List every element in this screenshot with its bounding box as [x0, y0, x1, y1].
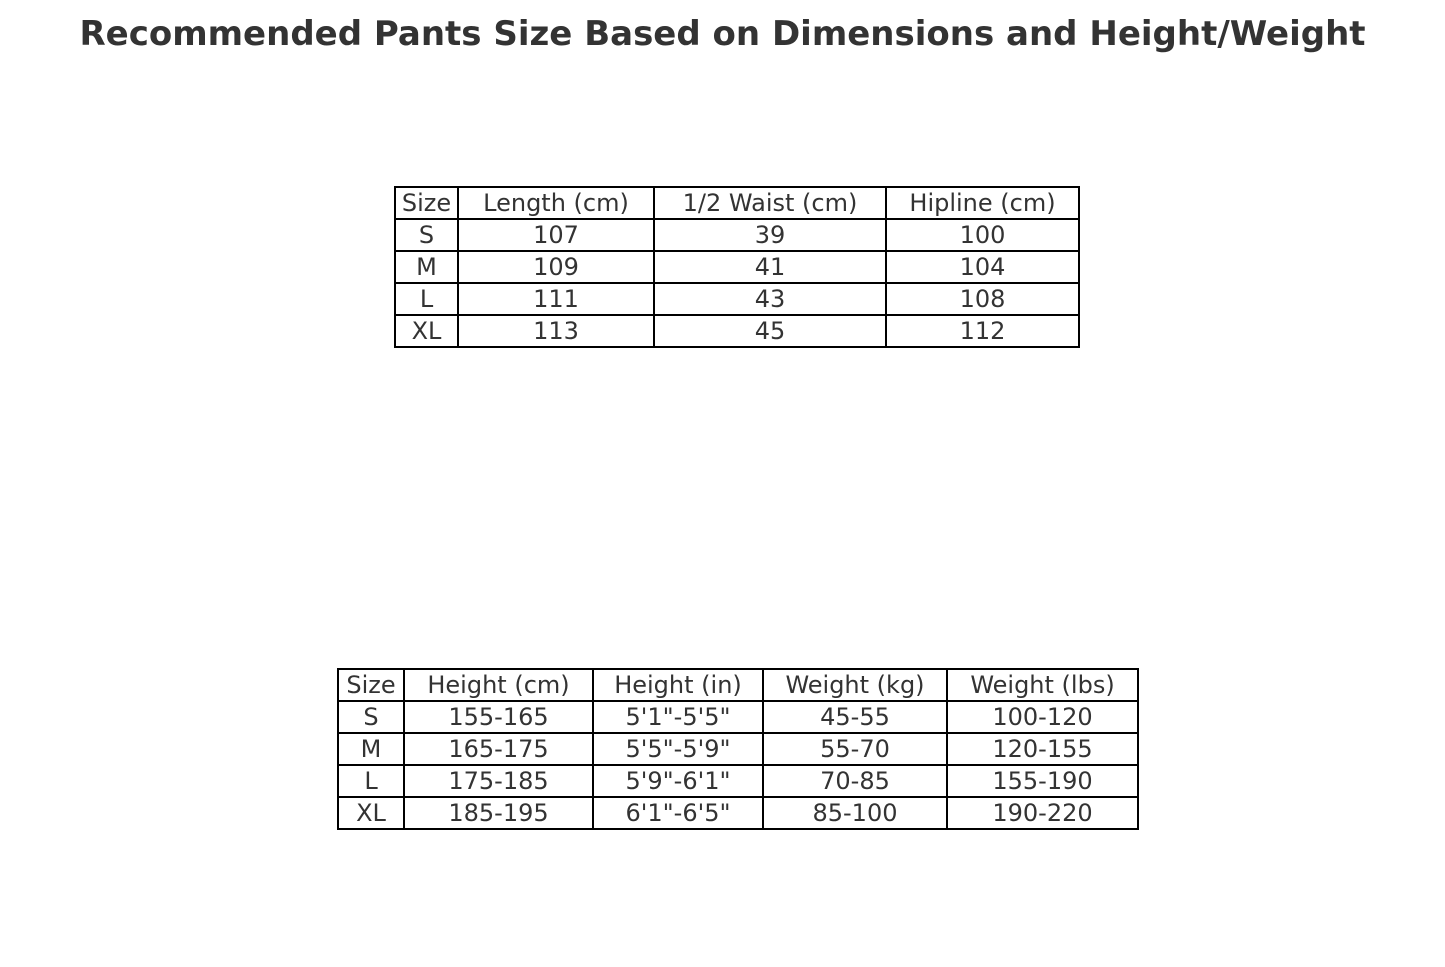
- table-cell: 39: [653, 218, 887, 252]
- table-cell: 175-185: [403, 764, 594, 798]
- column-header: Weight (lbs): [946, 668, 1139, 702]
- table-cell: S: [394, 218, 459, 252]
- table-cell: 5'1"-5'5": [592, 700, 764, 734]
- column-header: Height (in): [592, 668, 764, 702]
- table-cell: 41: [653, 250, 887, 284]
- table-cell: 43: [653, 282, 887, 316]
- column-header: Hipline (cm): [885, 186, 1080, 220]
- table-cell: 85-100: [762, 796, 948, 830]
- table-cell: 120-155: [946, 732, 1139, 766]
- column-header: 1/2 Waist (cm): [653, 186, 887, 220]
- table-cell: M: [394, 250, 459, 284]
- table-cell: 70-85: [762, 764, 948, 798]
- table-row: L 111 43 108: [394, 282, 1080, 316]
- table-cell: 165-175: [403, 732, 594, 766]
- table-cell: 55-70: [762, 732, 948, 766]
- table-cell: 107: [457, 218, 655, 252]
- table-cell: 109: [457, 250, 655, 284]
- table-row: XL 113 45 112: [394, 314, 1080, 348]
- table-row: M 165-175 5'5"-5'9" 55-70 120-155: [337, 732, 1139, 766]
- table-cell: L: [337, 764, 405, 798]
- table-cell: 45-55: [762, 700, 948, 734]
- table-row: S 155-165 5'1"-5'5" 45-55 100-120: [337, 700, 1139, 734]
- table-cell: 113: [457, 314, 655, 348]
- table-row: L 175-185 5'9"-6'1" 70-85 155-190: [337, 764, 1139, 798]
- table-cell: 111: [457, 282, 655, 316]
- table-cell: 190-220: [946, 796, 1139, 830]
- table-row: S 107 39 100: [394, 218, 1080, 252]
- column-header: Size: [394, 186, 459, 220]
- table-cell: XL: [337, 796, 405, 830]
- table-cell: M: [337, 732, 405, 766]
- table-cell: S: [337, 700, 405, 734]
- table-cell: 104: [885, 250, 1080, 284]
- table-cell: 108: [885, 282, 1080, 316]
- table-cell: 185-195: [403, 796, 594, 830]
- column-header: Height (cm): [403, 668, 594, 702]
- table-cell: 100: [885, 218, 1080, 252]
- column-header: Size: [337, 668, 405, 702]
- table-cell: 155-190: [946, 764, 1139, 798]
- table-row: M 109 41 104: [394, 250, 1080, 284]
- table-cell: 112: [885, 314, 1080, 348]
- table-row: XL 185-195 6'1"-6'5" 85-100 190-220: [337, 796, 1139, 830]
- table-cell: 155-165: [403, 700, 594, 734]
- column-header: Weight (kg): [762, 668, 948, 702]
- table-header-row: Size Height (cm) Height (in) Weight (kg)…: [337, 668, 1139, 702]
- table-header-row: Size Length (cm) 1/2 Waist (cm) Hipline …: [394, 186, 1080, 220]
- page-title: Recommended Pants Size Based on Dimensio…: [79, 14, 1366, 54]
- dimensions-table: Size Length (cm) 1/2 Waist (cm) Hipline …: [394, 186, 1080, 348]
- column-header: Length (cm): [457, 186, 655, 220]
- table-cell: 5'5"-5'9": [592, 732, 764, 766]
- table-cell: XL: [394, 314, 459, 348]
- table-cell: 100-120: [946, 700, 1139, 734]
- table-cell: 5'9"-6'1": [592, 764, 764, 798]
- table-cell: 45: [653, 314, 887, 348]
- height-weight-table: Size Height (cm) Height (in) Weight (kg)…: [337, 668, 1139, 830]
- table-cell: 6'1"-6'5": [592, 796, 764, 830]
- table-cell: L: [394, 282, 459, 316]
